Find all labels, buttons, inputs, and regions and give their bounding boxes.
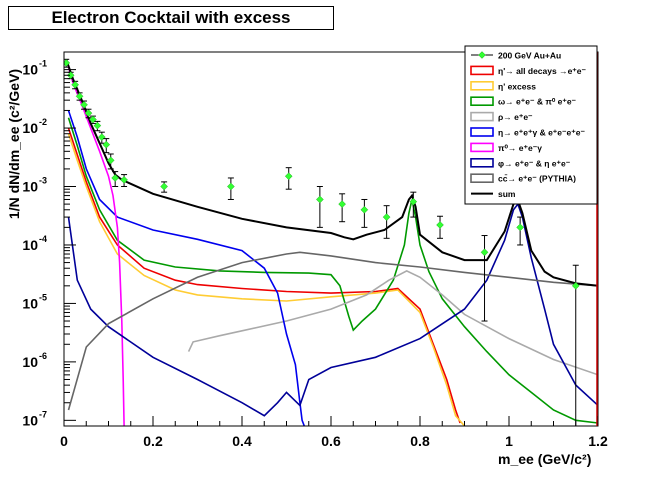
y-tick-exponent: -3 [39, 176, 47, 186]
x-tick-label: 0.8 [410, 433, 430, 449]
data-point [571, 281, 580, 290]
legend-entry-sum: sum [498, 189, 516, 199]
series-line-phi [67, 202, 598, 417]
y-tick-label: 10 [22, 120, 38, 136]
y-tick-label: 10 [22, 412, 38, 428]
x-tick-label: 1.2 [588, 433, 608, 449]
axes-layer: 0 0.2 0.4 0.6 0.8 1 1.210-710-610-510-410 -310-… [22, 51, 608, 449]
legend-entry-omega: ω→ e⁺e⁻ & π⁰ e⁺e⁻ [498, 97, 577, 107]
y-tick-exponent: -5 [39, 292, 47, 302]
legend-symbol-box [470, 142, 494, 153]
data-point [284, 172, 293, 181]
x-tick-label: 0.4 [232, 433, 252, 449]
data-points-layer [64, 58, 580, 426]
y-tick-exponent: -7 [39, 409, 47, 419]
series-line-omega [67, 117, 598, 424]
x-axis-label: m_ee (GeV/c²) [498, 451, 592, 467]
data-point [111, 174, 120, 182]
legend-entry-ccbar: cc̄→ e⁺e⁻ (PYTHIA) [498, 174, 576, 184]
data-point [516, 223, 524, 232]
legend-symbol-box [470, 80, 494, 91]
x-tick-label: 0.6 [321, 433, 341, 449]
data-point [382, 213, 391, 221]
data-point [66, 71, 75, 80]
data-point [93, 121, 102, 130]
series-line-eta [67, 110, 306, 426]
data-point [84, 109, 93, 117]
data-point [80, 100, 88, 109]
y-axis-label: 1/N dN/dm_ee (c²/GeV) [6, 68, 22, 220]
x-tick-label: 1 [505, 433, 513, 449]
y-tick-label: 10 [22, 237, 38, 253]
data-point [71, 80, 79, 89]
data-point [316, 195, 324, 204]
y-tick-exponent: -6 [39, 351, 47, 361]
data-point [160, 182, 168, 191]
x-tick-label: 0.2 [143, 433, 163, 449]
y-tick-label: 10 [22, 179, 38, 195]
chart-title: Electron Cocktail with excess [8, 6, 334, 30]
legend-symbol-box [470, 127, 494, 137]
x-tick-label: 0 [60, 433, 68, 449]
data-point [436, 221, 444, 229]
legend-symbol-box [470, 65, 494, 76]
data-point [227, 182, 235, 191]
data-point [338, 200, 346, 208]
legend-entry-pi0: π⁰→ e⁺e⁻γ [498, 143, 542, 153]
data-point [480, 248, 489, 257]
legend-symbol-marker [478, 51, 486, 59]
data-point [75, 92, 84, 101]
legend-symbol-box [470, 173, 494, 183]
data-point [106, 156, 115, 165]
data-point [360, 205, 369, 214]
data-point [64, 59, 71, 67]
legend-entry-rho: ρ→ e⁺e⁻ [498, 112, 533, 122]
legend-entry-etap_excess: η' excess [498, 81, 536, 91]
legend-entry-etap: η'→ all decays →e⁺e⁻ [498, 66, 587, 76]
legend-entry-data: 200 GeV Au+Au [498, 51, 561, 61]
legend-entry-eta: η→ e⁺e⁺γ & e⁺e⁻e⁺e⁻ [498, 128, 585, 138]
series-line-rho [187, 270, 598, 376]
data-point [409, 197, 418, 206]
y-tick-exponent: -2 [39, 117, 47, 127]
series-line-ccbar [67, 251, 598, 411]
legend-symbol-box [470, 96, 494, 107]
series-line-etap [67, 127, 461, 424]
legend-symbol-box [470, 158, 494, 168]
data-point [102, 140, 111, 149]
data-point [120, 175, 128, 184]
y-tick-label: 10 [22, 295, 38, 311]
y-tick-label: 10 [22, 62, 38, 78]
y-tick-exponent: -1 [39, 59, 47, 69]
legend: 200 GeV Au+Au η'→ all decays →e⁺e⁻ η' exce… [464, 45, 598, 205]
legend-symbol-box [470, 111, 494, 122]
y-tick-label: 10 [22, 354, 38, 370]
legend-entry-phi: φ→ e⁺e⁻ & η e⁺e⁻ [498, 158, 571, 168]
y-tick-exponent: -4 [39, 234, 47, 244]
series-line-pi0 [65, 59, 125, 426]
series-line-etap_excess [67, 133, 466, 426]
